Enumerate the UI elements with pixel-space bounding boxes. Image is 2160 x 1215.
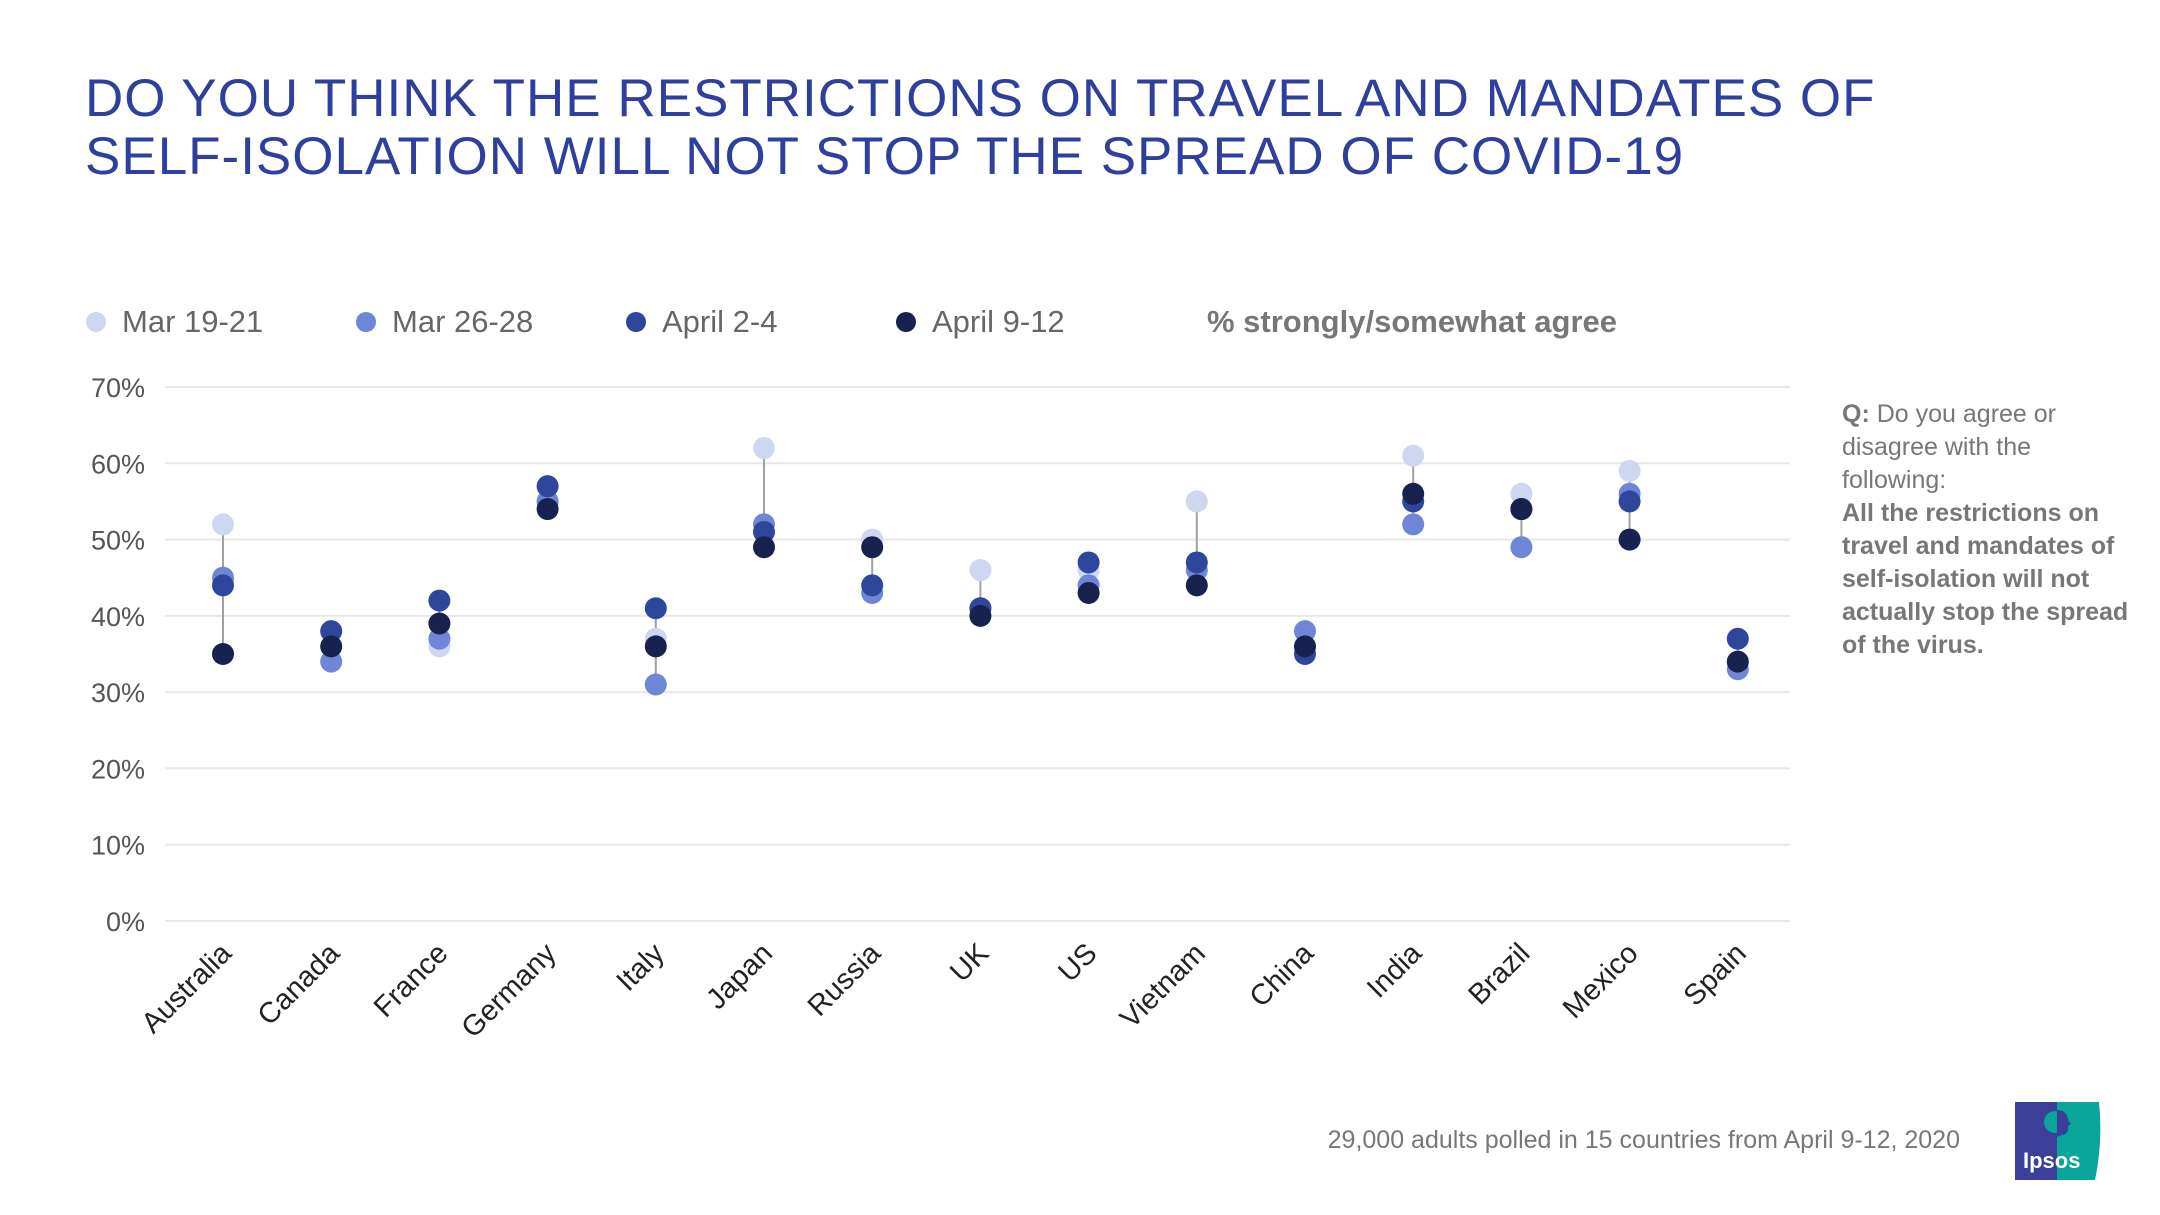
legend-marker [896,312,916,332]
data-point [1185,551,1208,574]
data-point [969,604,992,627]
x-tick-label: Australia [136,937,239,1040]
y-tick-label: 30% [91,678,145,708]
x-tick-label: Germany [456,937,563,1044]
data-point [644,673,667,696]
y-tick-label: 50% [91,526,145,556]
x-tick-label: Brazil [1462,937,1536,1011]
x-tick-label: Mexico [1557,937,1645,1025]
question-prefix: Q: [1842,400,1870,428]
svg-text:Ipsos: Ipsos [2023,1148,2080,1173]
data-point [861,536,884,559]
data-point [212,574,234,597]
legend-item: April 9-12 [896,304,1196,340]
x-tick-label: Italy [611,937,672,998]
data-point [1077,551,1100,574]
data-point [1077,581,1100,604]
data-point [320,620,343,643]
question-statement: All the restrictions on travel and manda… [1842,499,2129,659]
legend: Mar 19-21 Mar 26-28 April 2-4 April 9-12 [86,302,1196,342]
x-tick-label: US [1052,937,1103,988]
data-point [1402,482,1425,505]
x-tick-label: Russia [802,937,888,1023]
x-tick-label: France [368,937,454,1023]
x-tick-label: India [1361,937,1429,1005]
data-point [320,650,343,673]
legend-item: April 2-4 [626,304,896,340]
data-point [1618,490,1641,513]
data-point [1185,490,1208,513]
data-point [1402,444,1425,467]
question-body: Do you agree or disagree with the follow… [1842,400,2057,494]
data-point [644,635,667,658]
legend-label: April 2-4 [662,304,778,339]
data-point [969,559,992,582]
data-point [753,437,775,460]
data-point [428,589,451,612]
data-point [1510,536,1533,559]
x-tick-label: Canada [252,937,347,1032]
legend-item: Mar 19-21 [86,304,356,340]
y-tick-label: 40% [91,602,145,632]
data-point [753,520,775,543]
x-tick-label: China [1244,937,1321,1014]
ipsos-logo: Ipsos [2015,1102,2101,1180]
data-point [536,498,559,521]
x-tick-label: UK [944,937,996,989]
data-point [212,643,234,665]
data-point [1726,627,1749,650]
data-point [536,475,559,498]
data-point [428,627,451,650]
data-point [753,536,775,559]
x-tick-label: Japan [700,937,778,1015]
data-point [644,597,667,620]
x-tick-label: Spain [1678,937,1753,1012]
legend-label: Mar 26-28 [392,304,534,339]
y-tick-label: 10% [91,831,145,861]
legend-marker [356,312,376,332]
footnote: 29,000 adults polled in 15 countries fro… [1327,1126,1960,1154]
data-point [1185,574,1208,597]
data-point [1510,482,1533,505]
data-point [1510,498,1533,521]
measure-label: % strongly/somewhat agree [1207,304,1618,339]
data-point [320,635,343,658]
data-point [212,513,234,536]
data-point [1294,635,1316,658]
y-tick-label: 60% [91,449,145,479]
y-tick-label: 20% [91,754,145,784]
legend-marker [626,312,646,332]
data-point [428,612,451,635]
data-point [861,574,884,597]
x-tick-label: Vietnam [1114,937,1211,1034]
y-tick-label: 70% [91,373,145,403]
data-point [1726,650,1749,673]
page-title: DO YOU THINK THE RESTRICTIONS ON TRAVEL … [85,69,1876,186]
data-point [1402,513,1425,536]
data-point [1294,620,1316,643]
y-tick-label: 0% [106,907,145,937]
legend-item: Mar 26-28 [356,304,626,340]
legend-label: Mar 19-21 [122,304,264,339]
question-text: Q: Do you agree or disagree with the fol… [1842,398,2132,662]
data-point [1618,528,1641,551]
legend-label: April 9-12 [932,304,1065,339]
legend-marker [86,312,106,332]
data-point [1618,459,1641,482]
